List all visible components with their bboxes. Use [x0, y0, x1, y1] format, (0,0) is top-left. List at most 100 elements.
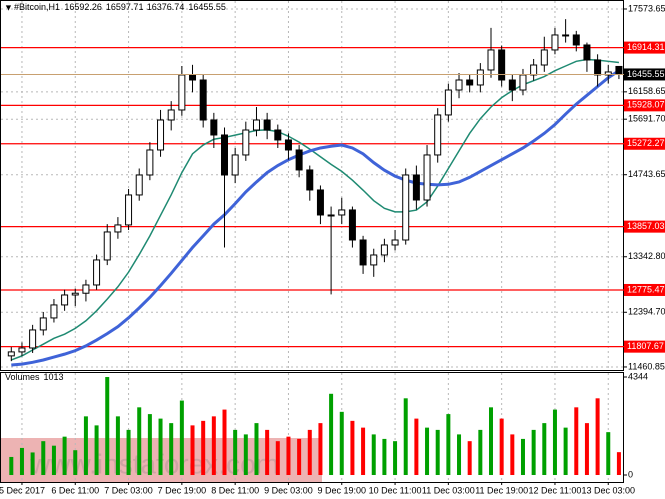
volume-header: Volumes 1013 — [5, 372, 64, 382]
level-label-bg — [624, 220, 665, 233]
volume-bar — [329, 393, 334, 476]
volume-bar — [425, 427, 430, 476]
volume-bar — [467, 441, 472, 476]
candle-body — [306, 169, 314, 191]
x-tick-label: 7 Dec 03:00 — [104, 485, 153, 495]
candle-body — [551, 34, 559, 51]
candle-body — [125, 194, 133, 226]
volume-bar — [62, 436, 67, 476]
candle-body — [135, 174, 143, 196]
x-tick-label: 6 Dec 11:00 — [51, 485, 99, 495]
candle-body — [82, 284, 90, 294]
moving-average — [11, 69, 620, 367]
x-tick-label: 10 Dec 11:00 — [369, 485, 422, 495]
candle-body — [71, 292, 79, 296]
price-label-bg — [624, 68, 665, 81]
volume-bar — [563, 427, 568, 476]
volume-last: 1013 — [44, 372, 64, 382]
level-label-bg — [624, 41, 665, 54]
candle-body — [487, 49, 495, 71]
volume-bar — [126, 429, 131, 476]
volume-bar — [318, 423, 323, 476]
level-label: 15272.27 — [627, 138, 665, 148]
header-item: 16376.74 — [147, 2, 185, 12]
candle-body — [7, 351, 15, 357]
candle-body — [93, 259, 101, 286]
candle-body — [402, 174, 410, 241]
candle-body — [263, 119, 271, 131]
volume-bar — [457, 434, 462, 476]
price-label: 16455.55 — [627, 69, 665, 79]
volume-bar — [435, 429, 440, 476]
x-tick-label: 9 Dec 19:00 — [317, 485, 366, 495]
x-tick-label: 13 Dec 03:00 — [581, 485, 635, 495]
y-tick-label: 13342.80 — [628, 251, 665, 261]
volume-bar — [286, 436, 291, 476]
candle-body — [178, 74, 186, 111]
candle-body — [231, 154, 239, 176]
volume-bar — [30, 452, 35, 476]
volume-bar — [137, 407, 142, 476]
volume-bar — [83, 416, 88, 476]
volume-bar — [169, 423, 174, 476]
volume-bar — [499, 418, 504, 476]
volume-bar — [616, 452, 621, 476]
volume-bar — [51, 445, 56, 476]
level-label: 11807.67 — [627, 341, 664, 351]
volume-bar — [94, 425, 99, 476]
volume-bar — [233, 429, 238, 476]
candle-body — [359, 239, 367, 266]
header-item: #Bitcoin,H1 — [14, 2, 60, 12]
candle-body — [18, 347, 26, 353]
volume-bar — [595, 398, 600, 476]
x-tick-label: 5 Dec 2017 — [0, 485, 45, 495]
level-label-bg — [624, 283, 665, 296]
volume-bar — [393, 441, 398, 476]
volume-bar — [382, 438, 387, 476]
volume-bar — [371, 434, 376, 476]
candle-body — [252, 119, 260, 131]
volume-bar — [606, 432, 611, 476]
volume-bar — [105, 377, 110, 476]
volume-bar — [542, 423, 547, 476]
candle-body — [327, 214, 335, 217]
candle-body — [338, 209, 346, 216]
candle-body — [284, 139, 292, 151]
volume-bar — [115, 416, 120, 476]
candle-body — [316, 189, 324, 216]
volume-bar — [510, 434, 515, 476]
volume-bar — [520, 438, 525, 476]
candle-body — [242, 129, 250, 156]
price-panel — [0, 0, 624, 371]
candle-body — [199, 79, 207, 121]
candle-body — [391, 239, 399, 246]
volume-bar — [489, 407, 493, 476]
candle-body — [370, 254, 378, 266]
level-label: 16914.31 — [627, 42, 665, 52]
candle-body — [594, 59, 602, 76]
y-tick-label: 12394.70 — [628, 307, 665, 317]
volume-bar — [190, 425, 195, 476]
volume-bar — [41, 441, 46, 476]
candle-body — [274, 129, 282, 141]
candle-body — [412, 174, 420, 201]
header: #Bitcoin,H1 16592.26 16597.71 16376.74 16455… — [14, 2, 226, 12]
volume-bar — [350, 420, 355, 476]
header-item: 16597.71 — [106, 2, 144, 12]
header-item: 16592.26 — [64, 2, 102, 12]
candle-body — [519, 74, 527, 91]
candle-body — [29, 329, 37, 349]
volume-bar — [265, 429, 270, 476]
candle-body — [466, 79, 474, 86]
candle-body — [444, 89, 452, 116]
candle-body — [39, 317, 47, 331]
candle-body — [540, 49, 548, 66]
y-tick-label: 17573.65 — [628, 3, 665, 13]
candle-body — [221, 134, 228, 176]
x-tick-label: 12 Dec 11:00 — [529, 485, 582, 495]
volume-bar — [403, 398, 408, 476]
candle-body — [210, 119, 218, 136]
candle-body — [508, 79, 516, 91]
volume-tick-label: 0 — [628, 469, 633, 479]
